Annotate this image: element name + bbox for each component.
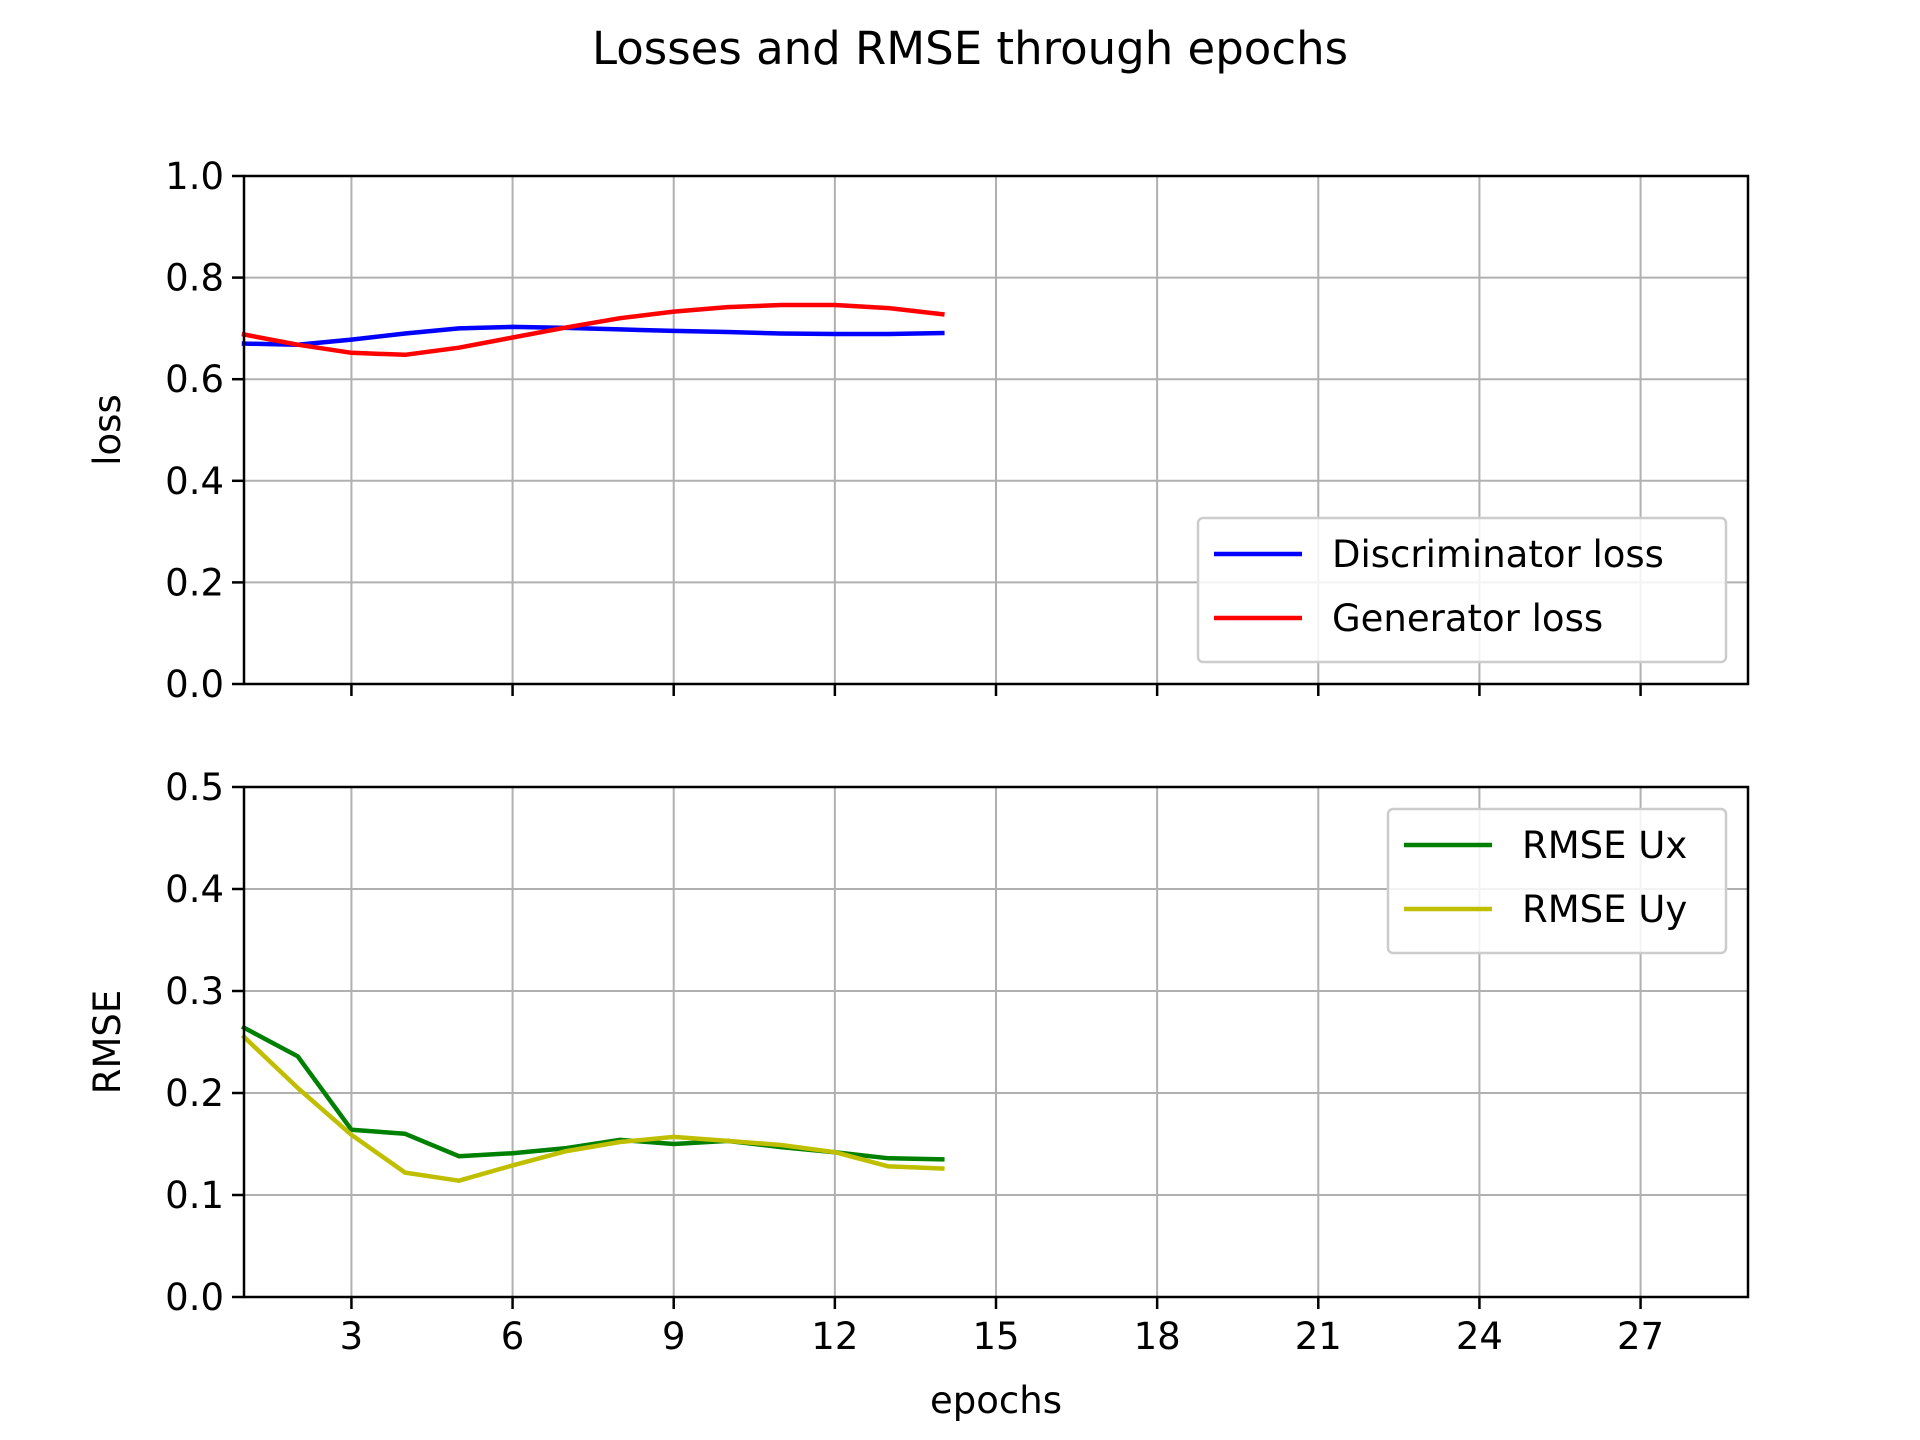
x-tick-label: 21 (1295, 1315, 1342, 1358)
y-tick-label: 1.0 (165, 155, 224, 198)
x-tick-label: 24 (1456, 1315, 1503, 1358)
x-tick-label: 15 (972, 1315, 1019, 1358)
y-tick-label: 0.1 (165, 1174, 224, 1217)
y-tick-label: 0.5 (165, 766, 224, 809)
series-line (241, 302, 945, 358)
chart-title: Losses and RMSE through epochs (592, 22, 1348, 75)
y-axis-label: loss (86, 394, 129, 465)
legend: RMSE Ux RMSE Uy (1386, 807, 1728, 955)
y-tick-label: 0.6 (165, 358, 224, 401)
x-tick-label: 3 (340, 1315, 364, 1358)
y-tick-label: 0.0 (165, 1276, 224, 1319)
legend-box (1196, 516, 1728, 664)
legend-label: RMSE Ux (1522, 824, 1687, 867)
x-axis-label: epochs (930, 1379, 1062, 1422)
legend: Discriminator loss Generator loss (1196, 516, 1728, 664)
x-tick-label: 27 (1617, 1315, 1664, 1358)
y-axis-label: RMSE (86, 990, 129, 1095)
y-tick-label: 0.4 (165, 868, 224, 911)
y-tick-label: 0.2 (165, 561, 224, 604)
series-line (240, 1033, 945, 1183)
legend-label: RMSE Uy (1522, 888, 1687, 931)
y-tick-label: 0.8 (165, 257, 224, 300)
chart-panel-loss: 0.0 0.2 0.4 0.6 0.8 1.0 loss Discriminator loss… (86, 155, 1750, 706)
y-tick-label: 0.4 (165, 460, 224, 503)
y-tick-label: 0.0 (165, 663, 224, 706)
legend-label: Discriminator loss (1332, 533, 1664, 576)
chart-panels: 0.0 0.2 0.4 0.6 0.8 1.0 loss Discriminator loss… (86, 155, 1750, 1422)
x-tick-label: 9 (662, 1315, 686, 1358)
y-tick-label: 0.3 (165, 970, 224, 1013)
x-tick-label: 12 (811, 1315, 858, 1358)
x-tick-label: 6 (501, 1315, 525, 1358)
chart-panel-rmse: 3 6 9 12 15 18 21 24 27 0.0 0.1 0.2 0.3 0.4 0.5 RMSE epo… (86, 766, 1750, 1422)
series-line (241, 324, 945, 347)
y-tick-label: 0.2 (165, 1072, 224, 1115)
legend-label: Generator loss (1332, 597, 1603, 640)
x-tick-label: 18 (1134, 1315, 1181, 1358)
